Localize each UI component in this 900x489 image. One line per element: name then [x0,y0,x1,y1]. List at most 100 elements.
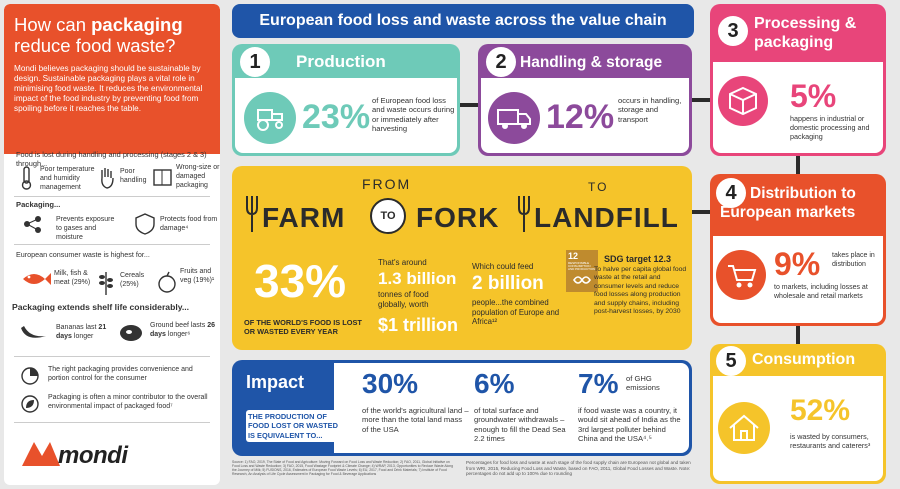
connector [692,210,710,214]
consumer-cereals: Cereals (25%) [120,272,145,288]
tonnes-text: tonnes of food globally, worth [378,290,429,309]
billion-tonnes: 1.3 billion [378,269,457,288]
impact-panel: Impact THE PRODUCTION OF FOOD LOST OR WA… [232,360,692,456]
cause-packaging: Wrong-size or damaged packaging [176,164,220,189]
impact-ghg-label: of GHG emissions [626,374,660,393]
pie-icon [20,366,40,386]
feed-num: 2 billion [472,273,544,294]
apple-icon [156,270,178,294]
divider [14,422,210,423]
fork-icon [244,194,260,234]
molecule-icon [22,214,44,234]
from-word: FROM [362,176,412,192]
stage-text-1: takes place in distribution [832,252,875,268]
connector [796,152,800,174]
box-icon [152,166,174,188]
banana-icon [18,322,50,344]
connector [796,326,800,344]
fork-icon-2 [516,194,532,234]
house-icon [718,402,770,454]
divider [14,244,210,245]
stage-text: occurs in handling, storage and transpor… [618,96,682,124]
stage-text: is wasted by consumers, restaurants and … [790,432,871,450]
stage-title: Production [296,52,386,71]
cause-handling: Poor handling [120,168,147,184]
impact-percent-land: 30% [362,368,419,399]
cart-icon [716,250,766,300]
stage-title: Consumption [752,351,856,368]
stage-text-2: to markets, including losses at wholesal… [774,284,868,300]
feed-detail: people...the combined population of Euro… [472,298,560,327]
tractor-icon [244,92,296,144]
stage-percent: 23% [302,98,371,136]
leaf-icon [20,394,40,414]
hand-icon [98,166,116,190]
impact-percent-water: 6% [474,368,515,399]
infinity-icon [573,276,591,284]
consumer-fruits: Fruits and veg (19%)¹ [180,268,215,284]
stage-consumption: 5 Consumption 52% is wasted by consumers… [710,344,886,484]
farm-to-fork-panel: FARM FROM TO FORK TO LANDFILL 33% OF THE… [232,166,692,350]
connector [692,98,710,102]
truck-icon [488,92,540,144]
sidebar-intro: Mondi believes packaging should be susta… [14,64,203,113]
sidebar-title: How can packaging reduce food waste? [14,14,183,57]
impact-title: Impact [246,372,305,392]
stage-percent: 12% [546,98,615,136]
thermometer-icon [18,166,34,190]
stage-title: Handling & storage [520,54,663,71]
stage-distribution: 4 Distribution to European markets 9% ta… [710,174,886,326]
sdg-text: To halve per capita global food waste at… [594,266,687,316]
footer-source: Source: 1) FAO, 2019, The State of Food … [232,460,454,477]
consumer-milk: Milk, fish & meat (29%) [54,270,91,286]
impact-text-water: of total surface and groundwater withdra… [474,406,566,444]
waste-percent: 33% [254,255,347,307]
stage-text: happens in industrial or domestic proces… [790,114,870,141]
stage-processing: 3 Processing & packaging 5% happens in i… [710,4,886,156]
connector [460,103,480,107]
stage-production: 1 Production 23% of European food loss a… [232,44,460,156]
sdg-title: SDG target 12.3 [604,254,672,264]
stage-number: 2 [486,47,516,77]
footer-note: Percentages for food loss and waste at e… [466,460,691,477]
packaging-exposure: Prevents exposure to gases and moisture [56,216,115,241]
main-title: European food loss and waste across the … [232,4,694,38]
fish-icon [20,268,52,290]
shield-icon [134,212,156,236]
meat-icon [118,322,144,344]
stage-number: 5 [716,346,746,376]
waste-caption: OF THE WORLD'S FOOD IS LOST OR WASTED EV… [244,318,362,337]
sdg-number: 12 [568,251,579,261]
to2-word: TO [588,180,609,194]
shelf-heading: Packaging extends shelf life considerabl… [12,302,190,312]
impact-percent-ghg: 7% [578,368,619,399]
farm-word: FARM [262,202,346,233]
sidebar: How can packaging reduce food waste? Mond… [4,4,220,485]
sdg-label: RESPONSIBLE CONSUMPTION AND PRODUCTION [568,262,596,271]
stage-percent: 5% [790,78,837,114]
lost-heading: Food is lost during handling and process… [16,150,207,169]
landfill-word: LANDFILL [534,202,679,233]
mondi-logo[interactable]: mondi [58,442,128,469]
stage-percent: 52% [790,394,851,427]
around-text: That's around [378,258,427,267]
mondi-logo-mark [20,438,62,468]
divider [14,356,210,357]
stage-number: 4 [716,178,746,208]
shelf-beef: Ground beef lasts 26 days longer⁶ [150,322,215,338]
feed-text: Which could feed [472,262,534,271]
trillion: $1 trillion [378,315,459,335]
stage-text: of European food loss and waste occurs d… [372,96,455,134]
cause-temperature: Poor temperature and humidity management [40,166,95,191]
stage-handling: 2 Handling & storage 12% occurs in handl… [478,44,692,156]
package-icon [718,76,768,126]
stage-title: Processing & packaging [754,15,857,52]
impact-text-ghg: if food waste was a country, it would si… [578,406,681,444]
to-circle: TO [370,198,406,234]
stage-number: 3 [718,16,748,46]
note-convenience: The right packaging provides convenience… [48,366,193,382]
stage-percent: 9% [774,246,821,282]
packaging-protects: Protects food from damage⁴ [160,216,218,232]
impact-lead: THE PRODUCTION OF FOOD LOST OR WASTED IS… [246,410,342,442]
consumer-heading: European consumer waste is highest for..… [16,250,150,259]
